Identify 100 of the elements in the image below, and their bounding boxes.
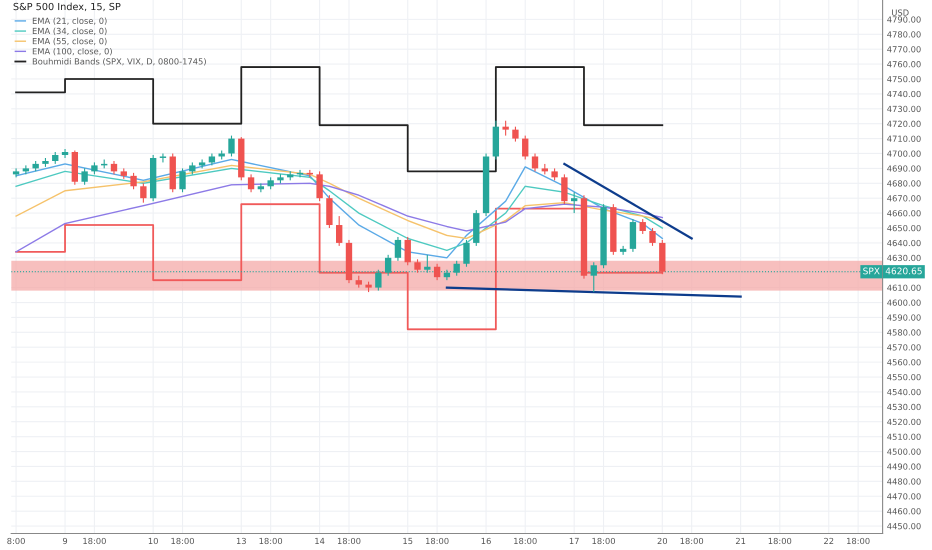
- x-tick-label: 14: [315, 538, 324, 544]
- candlestick: [316, 170, 323, 202]
- candlestick: [571, 192, 578, 214]
- y-tick-label: 4770.00: [887, 46, 921, 52]
- candlestick: [542, 163, 548, 175]
- y-tick-label: 4560.00: [887, 359, 921, 366]
- candlestick: [336, 216, 342, 246]
- x-tick-label: 10: [148, 538, 158, 544]
- y-tick-label: 4720.00: [887, 120, 921, 127]
- candlestick: [532, 152, 538, 172]
- candlestick: [130, 172, 137, 190]
- candlestick: [189, 162, 196, 175]
- candlestick: [551, 168, 558, 181]
- candlestick: [522, 135, 528, 160]
- candlestick: [218, 150, 225, 160]
- candlestick: [248, 174, 254, 193]
- candlestick: [81, 168, 88, 186]
- x-tick-label: 18:00: [260, 538, 282, 544]
- y-tick-label: 4630.00: [887, 254, 921, 262]
- candlestick: [365, 281, 372, 293]
- x-tick-label: 15: [403, 538, 412, 544]
- y-tick-label: 4660.00: [887, 210, 921, 216]
- x-tick-label: 18:00: [426, 538, 449, 544]
- y-tick-label: 4690.00: [887, 165, 921, 172]
- line-series: [15, 182, 663, 253]
- legend-label: EMA (34, close, 0): [32, 28, 107, 36]
- x-tick-label: 9: [62, 538, 68, 544]
- x-tick-label: 18:00: [847, 538, 870, 544]
- x-tick-label: 13: [236, 538, 246, 544]
- candlestick: [640, 218, 646, 235]
- legend-label: EMA (100, close, 0): [32, 48, 112, 56]
- y-tick-label: 4750.00: [887, 76, 921, 82]
- y-tick-label: 4590.00: [887, 314, 921, 321]
- candlestick: [101, 158, 108, 169]
- x-tick-label: 8:00: [7, 538, 25, 544]
- candlestick: [512, 126, 519, 142]
- y-tick-label: 4480.00: [887, 478, 921, 485]
- y-tick-label: 4550.00: [887, 374, 921, 380]
- y-tick-label: 4500.00: [887, 448, 921, 455]
- candlestick: [356, 275, 362, 288]
- y-tick-label: 4740.00: [887, 90, 921, 98]
- y-tick-label: 4700.00: [887, 150, 921, 157]
- chart-title: S&P 500 Index, 15, SP: [14, 2, 120, 12]
- candlestick: [649, 227, 656, 246]
- candlestick: [120, 168, 127, 180]
- y-tick-label: 4780.00: [887, 31, 921, 38]
- legend-label: EMA (55, close, 0): [32, 38, 107, 46]
- x-tick-label: 21: [736, 538, 746, 544]
- candlestick: [404, 236, 411, 266]
- candlestick: [434, 263, 440, 281]
- legend-label: Bouhmidi Bands (SPX, VIX, D, 0800-1745): [32, 58, 206, 66]
- x-tick-label: 18:00: [592, 538, 616, 544]
- y-tick-label: 4520.00: [887, 418, 921, 426]
- candlestick: [91, 162, 98, 175]
- y-tick-label: 4530.00: [887, 404, 921, 410]
- candlestick: [561, 174, 568, 205]
- y-tick-label: 4570.00: [887, 344, 921, 351]
- candlestick: [140, 182, 147, 204]
- x-tick-label: 16: [482, 538, 491, 544]
- ref-line-label: 4620.65: [886, 268, 922, 274]
- candlestick: [463, 239, 470, 268]
- candlestick: [287, 170, 294, 181]
- candlestick: [208, 152, 216, 166]
- y-tick-label: 4790.00: [887, 16, 921, 23]
- candlestick: [502, 120, 509, 136]
- x-tick-label: 17: [570, 538, 579, 544]
- x-tick-label: 18:00: [338, 538, 360, 544]
- candlestick: [394, 236, 402, 262]
- candlestick: [110, 160, 118, 175]
- y-tick-label: 4510.00: [887, 434, 921, 440]
- y-tick-label: 4760.00: [887, 61, 921, 68]
- y-tick-label: 4710.00: [887, 136, 921, 142]
- y-tick-label: 4670.00: [887, 195, 921, 202]
- y-tick-label: 4470.00: [887, 493, 921, 500]
- text: USD: [892, 9, 909, 16]
- x-tick-label: 18:00: [768, 538, 792, 544]
- x-tick-label: 18:00: [171, 538, 194, 544]
- y-tick-label: 4610.00: [887, 284, 921, 291]
- y-tick-label: 4600.00: [887, 299, 921, 306]
- legend-label: EMA (21, close, 0): [32, 18, 107, 25]
- y-tick-label: 4640.00: [887, 240, 921, 246]
- y-tick-label: 4650.00: [887, 224, 921, 232]
- y-tick-label: 4730.00: [887, 106, 921, 112]
- x-tick-label: 18:00: [514, 538, 537, 544]
- candlestick: [267, 176, 274, 190]
- y-tick-label: 4540.00: [887, 388, 921, 396]
- x-tick-label: 20: [658, 538, 668, 544]
- candlestick: [32, 160, 39, 172]
- candlestick: [179, 168, 186, 193]
- candlestick: [52, 151, 58, 164]
- y-tick-label: 4680.00: [887, 180, 921, 187]
- y-tick-label: 4460.00: [887, 508, 921, 514]
- y-tick-label: 4580.00: [887, 329, 921, 336]
- candlestick: [228, 135, 235, 158]
- x-tick-label: 18:00: [680, 538, 704, 544]
- x-tick-label: 18:00: [83, 538, 106, 544]
- annotation: SPX: [863, 268, 880, 274]
- y-tick-label: 4490.00: [887, 463, 921, 470]
- x-tick-label: 22: [824, 538, 834, 544]
- y-tick-label: 4450.00: [887, 523, 921, 530]
